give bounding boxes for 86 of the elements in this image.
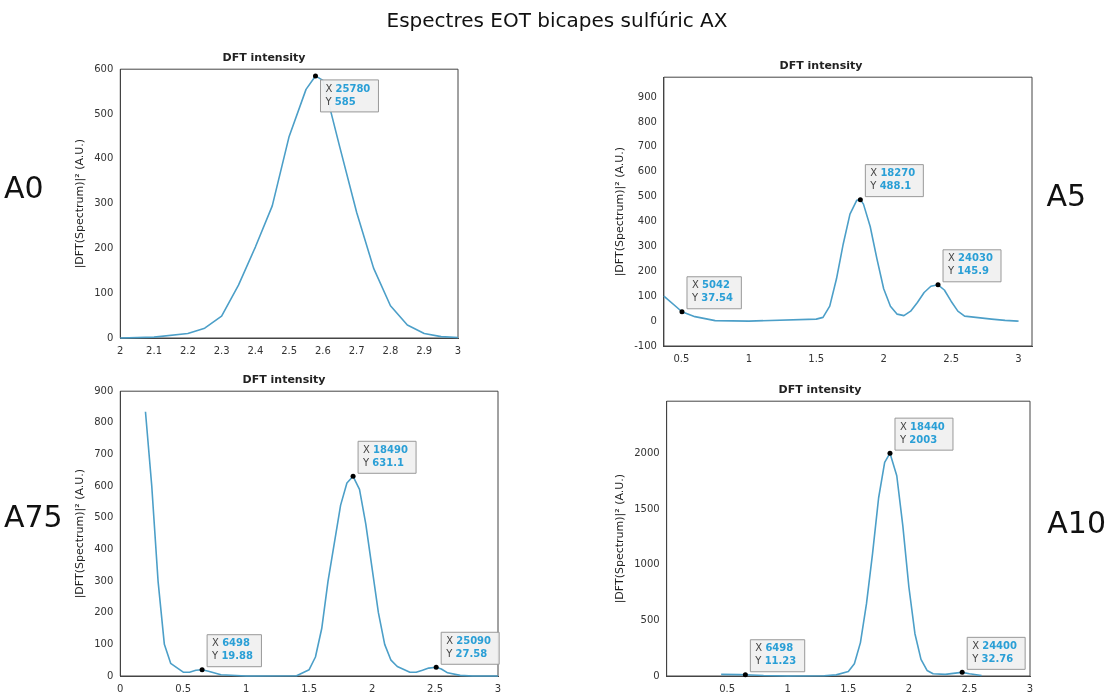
x-tick-label: 0.5 [673,352,690,364]
x-tick-label: 1.5 [840,682,857,694]
y-tick-label: 500 [94,511,114,523]
x-tick-label: 3 [494,682,502,694]
y-axis-title: |DFT(Spectrum)|² (A.U.) [73,468,87,599]
annotation: X 5042 Y 37.54 [690,279,733,304]
x-tick-label: 2 [368,682,376,694]
x-tick-label: 0 [117,682,124,694]
x-tick-label: 1 [243,682,250,694]
y-tick-label: 0 [653,669,660,681]
x-tick-label: 2.3 [213,344,230,356]
x-tick-label: 3 [1026,682,1034,694]
text: A10 [1047,504,1106,540]
annotation: X 6498 Y 11.23 [754,642,797,667]
y-tick-label: 300 [94,197,114,209]
x-tick-label: 2.5 [943,352,960,364]
y-tick-label: 200 [637,264,657,276]
x-tick-label: 2 [905,682,913,694]
x-tick-label: 2.6 [314,344,331,356]
text: Espectres EOT bicapes sulfúric AX [385,8,729,32]
annotation: X 24030 Y 145.9 [947,252,993,277]
x-tick-label: 1 [784,682,791,694]
y-tick-label: -100 [634,339,657,351]
annotation: X 18440 Y 2003 [898,420,945,445]
annotation: X 24400 Y 32.76 [971,639,1018,664]
text: A5 [1046,177,1086,213]
x-tick-label: 2.7 [348,344,365,356]
y-tick-label: 600 [637,165,657,177]
y-tick-label: 0 [650,314,657,326]
x-tick-label: 2.5 [427,682,443,694]
x-tick-label: 0.5 [175,682,192,694]
x-tick-label: 2.4 [247,344,264,356]
chart-title: DFT intensity [222,51,306,65]
y-tick-label: 300 [637,240,657,252]
y-tick-label: 600 [94,62,114,74]
annotation: X 18270 Y 488.1 [869,167,916,192]
x-tick-label: 2.9 [416,344,433,356]
y-tick-label: 0 [106,331,114,343]
y-tick-label: 200 [94,606,114,618]
x-tick-label: 2.2 [179,344,196,356]
y-tick-label: 100 [94,637,114,649]
y-axis-title: |DFT(Spectrum)|² (A.U.) [613,146,627,277]
y-tick-label: 800 [94,416,114,428]
annotation: X 25780 Y 585 [324,82,371,107]
y-tick-label: 400 [94,152,114,164]
x-tick-label: 3 [1015,352,1022,364]
y-tick-label: 900 [637,90,657,102]
x-tick-label: 2.1 [146,344,163,356]
y-tick-label: 1500 [634,502,660,514]
x-tick-label: 1 [745,352,753,364]
y-tick-label: 400 [94,543,114,555]
y-tick-label: 100 [637,289,657,301]
text: A0 [4,169,44,205]
y-tick-label: 500 [94,107,114,119]
x-tick-label: 1.5 [301,682,318,694]
y-tick-label: 800 [637,115,657,127]
x-tick-label: 3 [454,344,462,356]
x-tick-label: 2 [880,352,887,364]
y-tick-label: 400 [637,215,657,227]
y-axis-title: |DFT(Spectrum)|² (A.U.) [613,473,627,604]
x-tick-label: 1.5 [808,352,825,364]
y-tick-label: 500 [640,613,660,625]
x-tick-label: 0.5 [719,682,736,694]
annotation: X 25090 Y 27.58 [445,634,492,659]
y-axis-title: |DFT(Spectrum)|² (A.U.) [73,138,87,269]
y-tick-label: 100 [94,286,114,298]
y-tick-label: 2000 [634,447,660,459]
y-tick-label: 600 [94,479,114,491]
x-tick-label: 2.5 [281,344,298,356]
y-tick-label: 0 [106,669,114,681]
text: A75 [4,499,63,535]
annotation: X 6498 Y 19.88 [211,637,254,662]
x-tick-label: 2.5 [961,682,978,694]
chart-title: DFT intensity [242,373,326,387]
y-tick-label: 500 [637,190,657,202]
y-tick-label: 700 [637,140,657,152]
y-tick-label: 700 [94,448,114,460]
y-tick-label: 300 [94,574,114,586]
y-tick-label: 200 [94,241,114,253]
x-tick-label: 2.8 [382,344,399,356]
y-tick-label: 900 [94,384,114,396]
chart-title: DFT intensity [778,383,862,397]
chart-title: DFT intensity [779,59,863,73]
y-tick-label: 1000 [634,558,660,570]
annotation: X 18490 Y 631.1 [362,443,408,468]
x-tick-label: 2 [117,344,124,356]
